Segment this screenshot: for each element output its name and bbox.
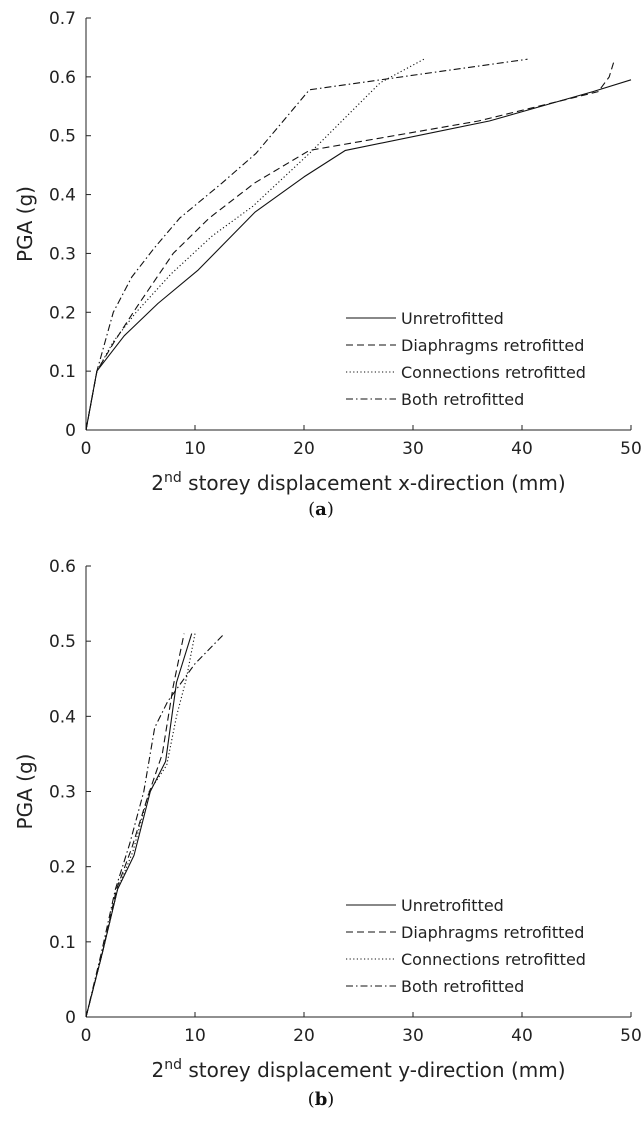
legend-label-3: Connections retrofitted bbox=[401, 363, 586, 382]
x-tick-label: 30 bbox=[402, 1026, 424, 1046]
x-axis-label: 2nd storey displacement y-direction (mm) bbox=[151, 1057, 565, 1082]
series-line-3 bbox=[85, 633, 196, 1018]
x-tick-label: 20 bbox=[293, 1026, 315, 1046]
x-tick-label: 40 bbox=[511, 1026, 533, 1046]
panel-caption: (a) bbox=[308, 499, 334, 520]
x-tick-label: 50 bbox=[620, 439, 642, 459]
y-tick-label: 0 bbox=[65, 1008, 76, 1028]
y-tick-label: 0.5 bbox=[49, 127, 76, 147]
series-line-2 bbox=[85, 59, 616, 431]
series-line-1 bbox=[85, 79, 632, 431]
y-axis-label: PGA (g) bbox=[13, 754, 37, 830]
x-tick-label: 40 bbox=[511, 439, 533, 459]
y-tick-label: 0 bbox=[65, 421, 76, 441]
x-tick-label: 10 bbox=[184, 1026, 206, 1046]
chart-panel-b: 0 10 20 30 40 50 0 0.1 0.2 0.3 0.4 0.5 0.6 PGA (g) 2nd… bbox=[13, 557, 642, 1110]
series-line-2 bbox=[85, 633, 185, 1018]
y-tick-label: 0.1 bbox=[49, 362, 76, 382]
y-axis-label: PGA (g) bbox=[13, 186, 37, 262]
y-tick-label: 0.2 bbox=[49, 858, 76, 878]
y-tick-label: 0.5 bbox=[49, 632, 76, 652]
series-line-4 bbox=[85, 58, 528, 431]
legend-label-4: Both retrofitted bbox=[401, 390, 524, 409]
legend-label-2: Diaphragms retrofitted bbox=[401, 336, 584, 355]
y-tick-label: 0.3 bbox=[49, 783, 76, 803]
y-tick-label: 0.1 bbox=[49, 933, 76, 953]
y-tick-label: 0.2 bbox=[49, 303, 76, 323]
chart-panel-a: 0 10 20 30 40 50 0 0.1 0.2 0.3 0.4 0.5 0.6 0.7 PGA (g)… bbox=[13, 9, 642, 520]
x-tick-label: 50 bbox=[620, 1026, 642, 1046]
x-tick-label: 30 bbox=[402, 439, 424, 459]
y-tick-label: 0.4 bbox=[49, 186, 76, 206]
legend-label-1: Unretrofitted bbox=[401, 309, 504, 328]
y-tick-label: 0.6 bbox=[49, 68, 76, 88]
legend-label-4: Both retrofitted bbox=[401, 977, 524, 996]
x-tick-label: 10 bbox=[184, 439, 206, 459]
y-tick-label: 0.3 bbox=[49, 244, 76, 264]
series-line-1 bbox=[85, 633, 193, 1018]
x-tick-label: 0 bbox=[81, 439, 92, 459]
panel-caption: (b) bbox=[308, 1089, 335, 1110]
y-tick-label: 0.6 bbox=[49, 557, 76, 577]
y-tick-label: 0.4 bbox=[49, 707, 76, 727]
legend-label-2: Diaphragms retrofitted bbox=[401, 923, 584, 942]
legend-label-1: Unretrofitted bbox=[401, 896, 504, 915]
x-tick-label: 0 bbox=[81, 1026, 92, 1046]
x-axis-label: 2nd storey displacement x-direction (mm) bbox=[151, 470, 565, 495]
series-line-4 bbox=[85, 633, 225, 1018]
x-tick-label: 20 bbox=[293, 439, 315, 459]
legend-label-3: Connections retrofitted bbox=[401, 950, 586, 969]
y-tick-label: 0.7 bbox=[49, 9, 76, 29]
series-line-3 bbox=[85, 58, 425, 431]
